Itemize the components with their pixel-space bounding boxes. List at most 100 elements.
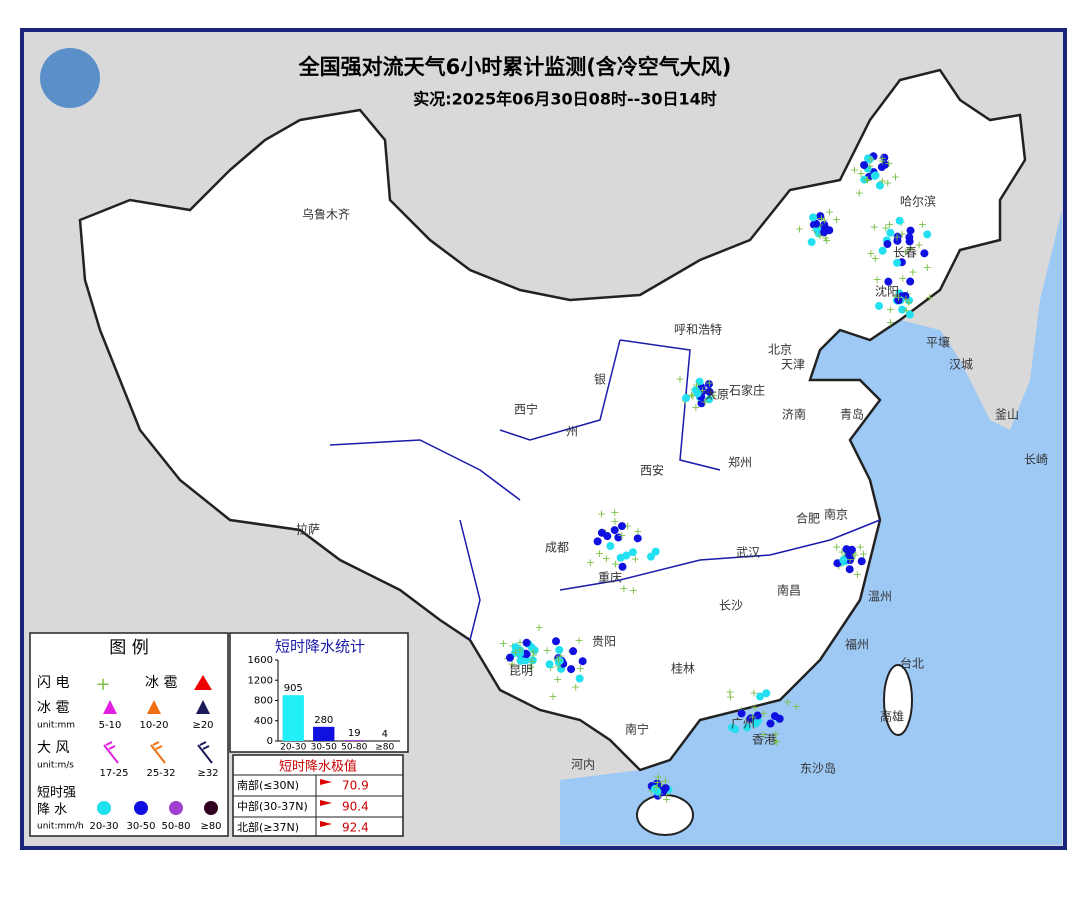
rain-dot bbox=[883, 240, 891, 248]
title: 全国强对流天气6小时累计监测(含冷空气大风) bbox=[298, 55, 732, 79]
lightning-mark: + bbox=[529, 645, 538, 658]
lightning-mark: + bbox=[898, 272, 907, 285]
rain-dot bbox=[906, 311, 914, 319]
lightning-mark: + bbox=[602, 552, 611, 565]
place-label: 香港 bbox=[752, 733, 776, 747]
place-label: 汉城 bbox=[949, 358, 973, 372]
bar bbox=[344, 740, 365, 741]
lightning-mark: + bbox=[553, 673, 562, 686]
rain-dot bbox=[606, 542, 614, 550]
legend-label: 降 水 bbox=[37, 803, 67, 818]
place-label: 合肥 bbox=[796, 511, 820, 526]
lightning-mark: + bbox=[597, 508, 606, 521]
legend-range: 30-50 bbox=[126, 821, 155, 832]
lightning-mark: + bbox=[633, 525, 642, 538]
lightning-mark: + bbox=[815, 229, 824, 242]
bar-label: 19 bbox=[348, 728, 361, 739]
rain-dot bbox=[652, 548, 660, 556]
rain-dot bbox=[552, 637, 560, 645]
place-label: 长沙 bbox=[719, 599, 743, 613]
place-label: 长崎 bbox=[1024, 453, 1048, 467]
lightning-mark: + bbox=[586, 556, 595, 569]
place-label: 广州 bbox=[731, 717, 755, 731]
place-label: 郑州 bbox=[728, 455, 752, 470]
rain-dot bbox=[871, 172, 879, 180]
rain-dot bbox=[875, 302, 883, 310]
lightning-mark: + bbox=[792, 700, 801, 713]
place-label: 成都 bbox=[545, 541, 569, 555]
taiwan bbox=[884, 665, 912, 735]
rain-dot bbox=[569, 647, 577, 655]
bar-label: 905 bbox=[284, 683, 303, 694]
rain-icon bbox=[97, 801, 111, 815]
rain-icon bbox=[204, 801, 218, 815]
legend-label: 短时强 bbox=[37, 786, 76, 801]
logo bbox=[40, 48, 100, 108]
legend-unit: unit:mm/h bbox=[37, 822, 84, 832]
lightning-mark: + bbox=[856, 541, 865, 554]
rain-icon bbox=[169, 801, 183, 815]
place-label: 温州 bbox=[868, 590, 892, 604]
y-tick-label: 1200 bbox=[248, 675, 273, 686]
legend-range: ≥80 bbox=[200, 821, 221, 832]
legend-range: 50-80 bbox=[161, 821, 190, 832]
y-tick-label: 1600 bbox=[248, 655, 273, 666]
rain-icon bbox=[134, 801, 148, 815]
rain-dot bbox=[567, 665, 575, 673]
lightning-mark: + bbox=[759, 707, 768, 720]
legend-label: 冰 雹 bbox=[145, 675, 177, 691]
place-label: 长春 bbox=[893, 246, 917, 260]
subtitle: 实况:2025年06月30日08时--30日14时 bbox=[413, 90, 717, 109]
place-label: 北京 bbox=[768, 343, 792, 357]
legend-label: 闪 电 bbox=[37, 675, 69, 691]
lightning-mark: + bbox=[574, 634, 583, 647]
lightning-icon: + bbox=[95, 674, 110, 695]
legend-range: 20-30 bbox=[89, 821, 118, 832]
place-label: 济南 bbox=[782, 407, 806, 422]
rain-dot bbox=[808, 238, 816, 246]
rain-dot bbox=[809, 213, 817, 221]
lightning-mark: + bbox=[675, 373, 684, 386]
bar bbox=[283, 695, 304, 741]
bar-label: 280 bbox=[314, 715, 333, 726]
place-label: 台北 bbox=[900, 656, 924, 671]
lightning-mark: + bbox=[535, 621, 544, 634]
x-tick-label: 50-80 bbox=[341, 743, 367, 753]
place-label: 高雄 bbox=[880, 709, 904, 724]
lightning-mark: + bbox=[692, 378, 701, 391]
lightning-mark: + bbox=[925, 291, 934, 304]
lightning-mark: + bbox=[881, 221, 890, 234]
rain-dot bbox=[756, 693, 764, 701]
x-tick-label: 20-30 bbox=[280, 743, 306, 753]
rain-dot bbox=[906, 278, 914, 286]
place-label: 石家庄 bbox=[729, 383, 765, 398]
legend-range: 5-10 bbox=[99, 720, 122, 731]
lightning-mark: + bbox=[853, 568, 862, 581]
place-label: 釜山 bbox=[995, 407, 1019, 422]
place-label: 西安 bbox=[640, 463, 664, 478]
lightning-mark: + bbox=[554, 653, 563, 666]
x-tick-label: ≥80 bbox=[375, 743, 394, 753]
place-label: 福州 bbox=[845, 637, 869, 652]
y-tick-label: 800 bbox=[254, 696, 273, 707]
place-label: 武汉 bbox=[736, 546, 760, 560]
lightning-mark: + bbox=[576, 662, 585, 675]
rain-dot bbox=[893, 259, 901, 267]
lightning-mark: + bbox=[923, 261, 932, 274]
lightning-mark: + bbox=[611, 557, 620, 570]
legend-title: 图 例 bbox=[109, 638, 148, 658]
lightning-mark: + bbox=[651, 781, 660, 794]
rain-dot bbox=[622, 552, 630, 560]
region: 南部(≤30N) bbox=[237, 778, 299, 792]
lightning-mark: + bbox=[855, 186, 864, 199]
place-label: 天津 bbox=[781, 358, 805, 372]
rain-dot bbox=[771, 712, 779, 720]
legend-range: 25-32 bbox=[146, 768, 175, 779]
legend-unit: unit:mm bbox=[37, 721, 75, 731]
rain-dot bbox=[907, 227, 915, 235]
extreme-value: 70.9 bbox=[342, 779, 369, 793]
bar bbox=[313, 727, 334, 741]
y-tick-label: 400 bbox=[254, 716, 273, 727]
place-label: 南昌 bbox=[777, 583, 801, 598]
